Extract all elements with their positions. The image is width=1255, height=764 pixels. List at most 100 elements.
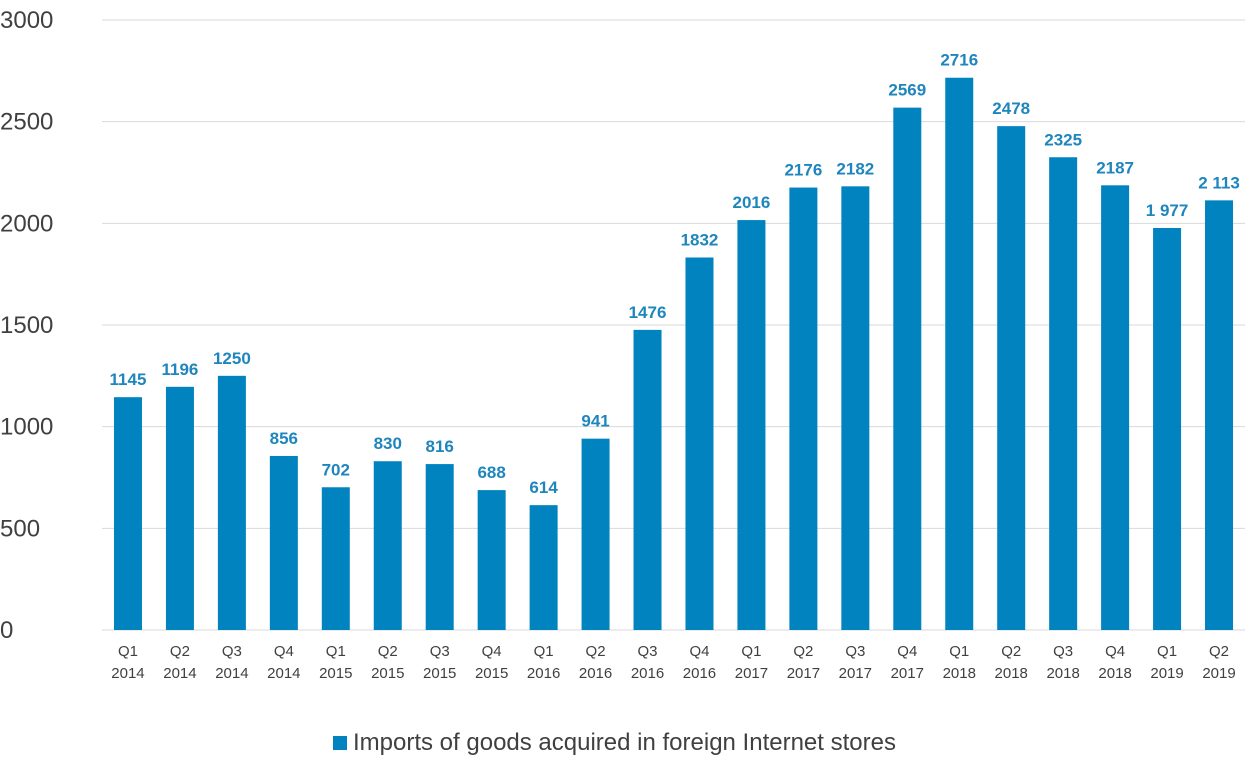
x-tick-label: Q2	[586, 643, 606, 660]
bar	[529, 505, 558, 630]
data-label: 856	[270, 429, 298, 448]
data-label: 1 977	[1146, 201, 1189, 220]
x-tick-label: 2018	[1046, 665, 1079, 682]
data-label: 1196	[161, 360, 198, 379]
x-tick-label: Q4	[689, 643, 709, 660]
x-tick-label: Q2	[1209, 643, 1229, 660]
data-label: 2 113	[1198, 173, 1240, 192]
bar	[165, 386, 194, 630]
data-label: 2569	[888, 81, 926, 100]
x-tick-label: 2018	[1098, 665, 1131, 682]
data-label: 1145	[110, 370, 147, 389]
x-tick-label: Q3	[845, 643, 865, 660]
bar	[841, 186, 870, 630]
x-tick-label: Q3	[430, 643, 450, 660]
bar	[217, 375, 246, 630]
x-tick-label: Q1	[949, 643, 969, 660]
bar	[945, 77, 974, 631]
bar	[737, 220, 766, 630]
x-tick-label: 2017	[735, 665, 768, 682]
bar	[789, 187, 818, 630]
bar	[997, 126, 1026, 630]
bar	[477, 490, 506, 630]
data-label: 702	[322, 460, 350, 479]
legend-label: Imports of goods acquired in foreign Int…	[353, 729, 896, 756]
x-tick-label: 2017	[839, 665, 872, 682]
bar	[581, 438, 610, 630]
x-tick-label: Q2	[793, 643, 813, 660]
data-label: 2325	[1044, 130, 1082, 149]
x-tick-label: 2017	[891, 665, 924, 682]
x-tick-label: 2016	[527, 665, 560, 682]
x-tick-label: Q4	[1105, 643, 1125, 660]
legend-swatch	[333, 736, 347, 750]
x-tick-label: 2014	[267, 665, 300, 682]
x-tick-label: Q1	[534, 643, 554, 660]
x-tick-label: Q4	[897, 643, 917, 660]
x-tick-label: Q1	[1157, 643, 1177, 660]
x-tick-label: 2016	[683, 665, 716, 682]
x-tick-label: 2015	[371, 665, 404, 682]
x-tick-label: 2018	[943, 665, 976, 682]
x-tick-label: 2014	[215, 665, 248, 682]
x-tick-label: 2019	[1150, 665, 1183, 682]
y-tick-label: 1500	[0, 312, 53, 339]
bar	[373, 461, 402, 630]
x-tick-label: 2015	[475, 665, 508, 682]
data-label: 2716	[940, 51, 978, 70]
x-tick-label: Q2	[170, 643, 190, 660]
x-tick-label: Q1	[118, 643, 138, 660]
data-label: 688	[477, 463, 505, 482]
y-tick-label: 2500	[0, 109, 53, 136]
x-tick-label: Q2	[1001, 643, 1021, 660]
data-label: 816	[426, 437, 454, 456]
bar	[1153, 228, 1182, 630]
x-tick-label: 2016	[579, 665, 612, 682]
bar	[633, 329, 662, 630]
y-tick-label: 1000	[0, 414, 53, 441]
legend: Imports of goods acquired in foreign Int…	[333, 729, 896, 757]
data-label: 2182	[836, 159, 874, 178]
y-tick-label: 2000	[0, 210, 53, 237]
x-tick-label: Q1	[326, 643, 346, 660]
bar	[1049, 157, 1078, 630]
y-tick-label: 0	[0, 617, 13, 644]
x-tick-label: Q3	[222, 643, 242, 660]
x-tick-label: Q4	[482, 643, 502, 660]
data-label: 614	[529, 478, 558, 497]
x-tick-label: 2019	[1202, 665, 1235, 682]
x-tick-label: 2018	[995, 665, 1028, 682]
data-label: 830	[374, 434, 402, 453]
data-label: 2176	[784, 161, 822, 180]
bar	[113, 397, 142, 630]
bar	[425, 464, 454, 630]
x-tick-label: 2014	[163, 665, 196, 682]
y-tick-label: 500	[0, 515, 40, 542]
y-tick-label: 3000	[0, 7, 53, 34]
data-label: 1250	[213, 349, 251, 368]
x-tick-label: Q2	[378, 643, 398, 660]
data-label: 1476	[629, 303, 667, 322]
x-tick-label: 2017	[787, 665, 820, 682]
data-label: 941	[581, 412, 609, 431]
x-tick-label: 2015	[319, 665, 352, 682]
data-label: 1832	[681, 230, 719, 249]
bar	[1205, 200, 1234, 630]
bar	[321, 487, 350, 630]
x-tick-label: 2015	[423, 665, 456, 682]
x-tick-label: Q3	[1053, 643, 1073, 660]
x-tick-label: Q3	[638, 643, 658, 660]
bar	[893, 107, 922, 631]
data-label: 2478	[992, 99, 1030, 118]
x-tick-label: Q4	[274, 643, 294, 660]
bar	[269, 455, 298, 630]
bar	[1101, 185, 1130, 630]
bar-chart: 0 500 1000 1500 2000 2500 3000 1145 Q1 2014 1196 Q2…	[0, 7, 1245, 682]
data-label: 2187	[1096, 158, 1134, 177]
x-tick-label: 2016	[631, 665, 664, 682]
bar	[685, 257, 714, 630]
x-tick-label: 2014	[111, 665, 144, 682]
x-tick-label: Q1	[741, 643, 761, 660]
data-label: 2016	[733, 193, 771, 212]
